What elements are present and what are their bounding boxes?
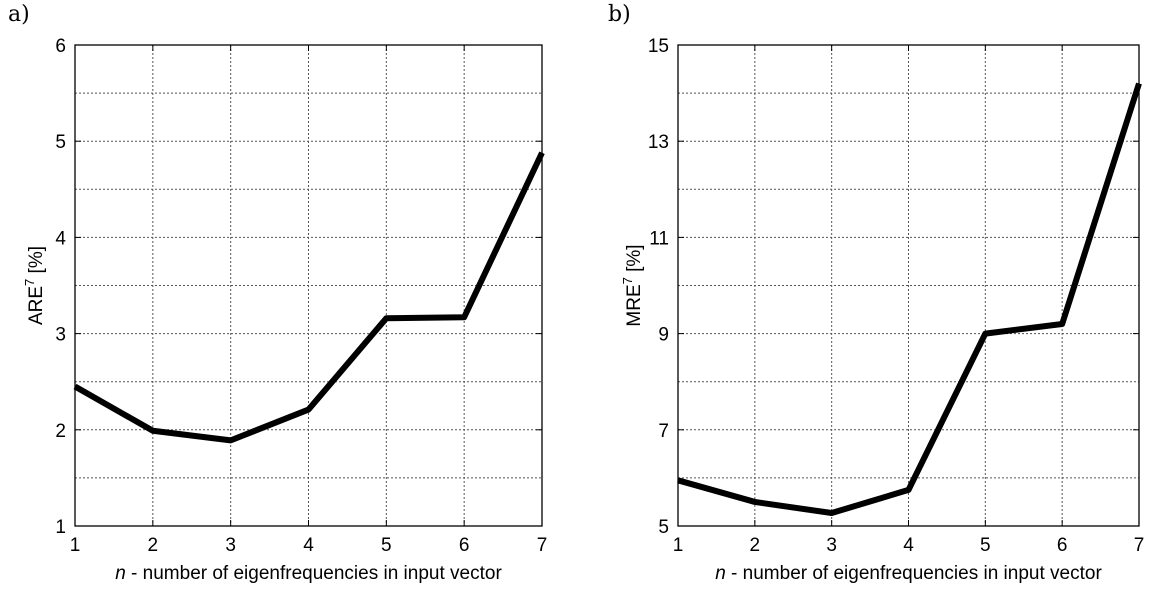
y-axis-title-unit: [%]: [624, 244, 645, 277]
y-tick-label: 4: [55, 228, 66, 249]
x-tick-label: 2: [750, 535, 761, 556]
x-tick-label: 7: [1134, 535, 1145, 556]
x-axis-title: n - number of eigenfrequencies in input …: [715, 563, 1102, 584]
x-tick-label: 4: [303, 535, 314, 556]
x-tick-label: 3: [225, 535, 236, 556]
y-axis-title-main: MRE: [624, 284, 645, 326]
y-tick-label: 7: [658, 421, 669, 442]
y-tick-label: 13: [648, 132, 669, 153]
x-tick-label: 1: [70, 535, 81, 556]
y-axis-title-unit: [%]: [26, 246, 47, 279]
y-tick-label: 5: [658, 517, 669, 538]
x-axis-title-var: n: [115, 563, 126, 584]
x-tick-label: 3: [826, 535, 837, 556]
y-axis-title-sup: 7: [620, 277, 635, 284]
panel-a-label: a): [8, 2, 30, 27]
chart-panel-a: 1 2 3 4 5 6 7 1 2 3 4 5 6 n - number of eigenfrequenc…: [22, 36, 547, 584]
chart-panel-b: 1 2 3 4 5 6 7 5 7 9 11 13 15 n - number of eigenfrequ…: [620, 36, 1144, 584]
y-tick-label: 5: [55, 132, 66, 153]
y-tick-label: 3: [55, 325, 66, 346]
x-tick-label: 4: [903, 535, 914, 556]
y-tick-label: 9: [658, 325, 669, 346]
y-tick-label: 1: [55, 517, 66, 538]
y-axis-title-main: ARE: [26, 286, 47, 325]
y-tick-label: 2: [55, 421, 66, 442]
x-tick-label: 7: [537, 535, 548, 556]
y-tick-label: 11: [649, 228, 669, 249]
x-tick-label: 2: [148, 535, 159, 556]
x-tick-label: 5: [381, 535, 392, 556]
x-tick-label: 1: [673, 535, 684, 556]
x-axis-title: n - number of eigenfrequencies in input …: [115, 563, 502, 584]
x-axis-title-rest: - number of eigenfrequencies in input ve…: [726, 563, 1103, 584]
y-axis-title: ARE7 [%]: [22, 246, 47, 325]
y-tick-label: 6: [55, 36, 66, 57]
panel-b-label: b): [608, 2, 631, 27]
x-tick-label: 6: [459, 535, 470, 556]
y-tick-label: 15: [648, 36, 669, 57]
y-axis-title-sup: 7: [22, 279, 37, 286]
x-axis-title-rest: - number of eigenfrequencies in input ve…: [126, 563, 503, 584]
y-axis-title: MRE7 [%]: [620, 244, 645, 326]
x-tick-label: 6: [1057, 535, 1068, 556]
x-axis-title-var: n: [715, 563, 726, 584]
x-tick-label: 5: [980, 535, 991, 556]
